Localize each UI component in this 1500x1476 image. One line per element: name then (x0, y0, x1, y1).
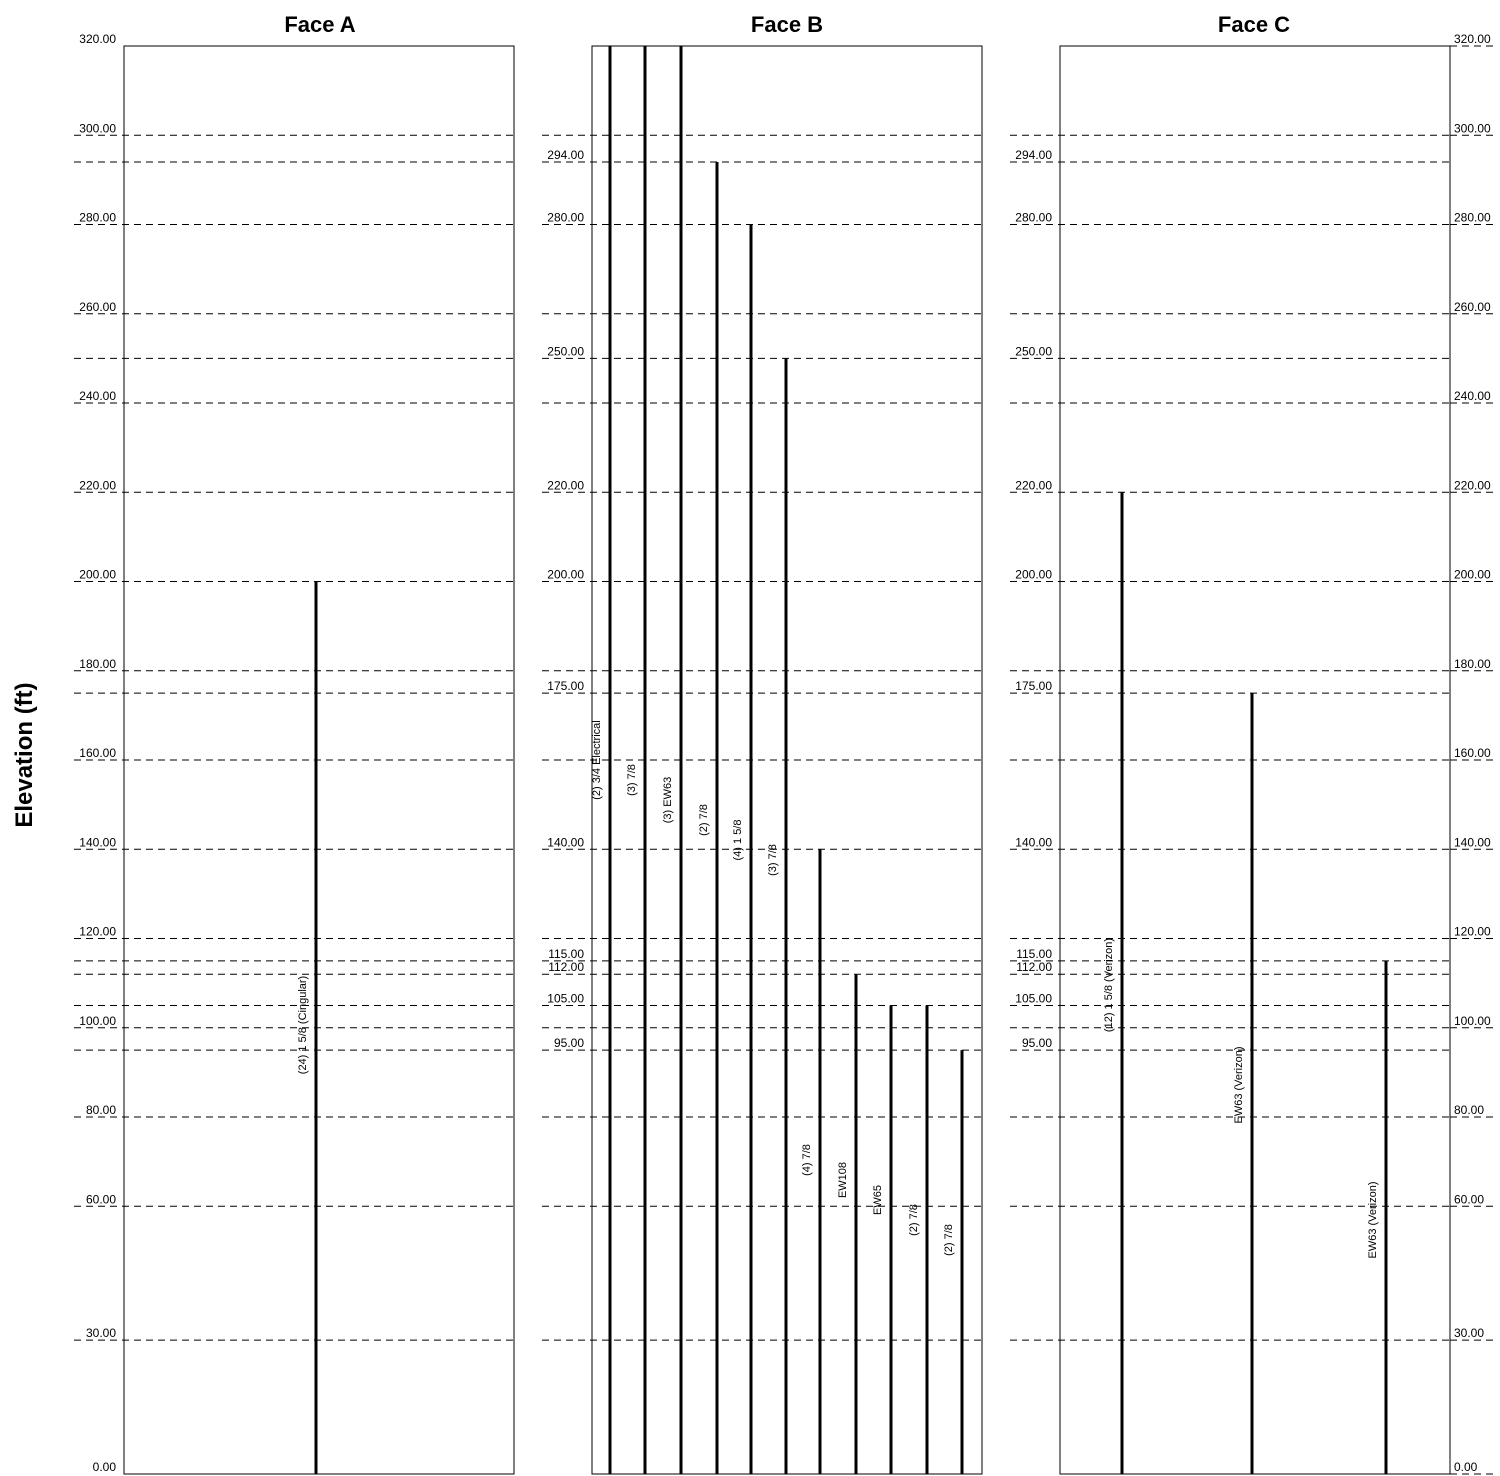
elevation-label: 105.00 (1015, 991, 1052, 1005)
face-a-panel: Face A 320.00 300.00 280.00 260.00 240.00 220… (74, 12, 515, 1475)
right-elevation-label: 200.00 (1454, 568, 1491, 582)
feedline-label: (2) 7/8 (943, 1224, 955, 1256)
face-b-panel: Face B 294.00 280.00 250.00 220.00 200.00 175… (542, 12, 983, 1475)
elevation-label: 280.00 (547, 211, 584, 225)
feedline-label: EW63 (Verizon) (1367, 1181, 1379, 1258)
face-b-title: Face B (751, 12, 823, 37)
elevation-label: 280.00 (1015, 211, 1052, 225)
elevation-label: 200.00 (1015, 568, 1052, 582)
right-elevation-label: 280.00 (1454, 211, 1491, 225)
feedline-label: EW63 (Verizon) (1233, 1046, 1245, 1123)
elevation-label: 115.00 (1016, 947, 1052, 961)
elevation-label: 200.00 (79, 568, 116, 582)
face-c-panel: Face C 294.00 280.00 250.00 220.00 200.00 175… (1010, 12, 1496, 1475)
elevation-label: 250.00 (547, 344, 584, 358)
elevation-label: 140.00 (1015, 835, 1052, 849)
elevation-label: 250.00 (1015, 344, 1052, 358)
elevation-label: 80.00 (86, 1103, 116, 1117)
elevation-label: 175.00 (547, 679, 584, 693)
elevation-label: 140.00 (79, 835, 116, 849)
elevation-label: 160.00 (79, 746, 116, 760)
right-elevation-label: 300.00 (1454, 121, 1491, 135)
elevation-label: 200.00 (547, 568, 584, 582)
elevation-label: 180.00 (79, 657, 116, 671)
right-elevation-label: 140.00 (1454, 835, 1491, 849)
elevation-label: 112.00 (548, 960, 584, 974)
elevation-label: 100.00 (79, 1014, 116, 1028)
feedline-label: (2) 7/8 (908, 1204, 920, 1236)
elevation-label: 95.00 (1022, 1036, 1052, 1050)
elevation-label: 115.00 (548, 947, 584, 961)
elevation-label: 260.00 (79, 300, 116, 314)
right-elevation-label: 180.00 (1454, 657, 1491, 671)
right-elevation-label: 260.00 (1454, 300, 1491, 314)
elevation-label: 112.00 (1016, 960, 1052, 974)
face-a-title: Face A (284, 12, 355, 37)
right-elevation-label: 240.00 (1454, 389, 1491, 403)
right-elevation-label: 160.00 (1454, 746, 1491, 760)
feedline-label: (3) 7/8 (767, 844, 779, 876)
elevation-label: 300.00 (79, 121, 116, 135)
elevation-axis-title: Elevation (ft) (11, 682, 38, 827)
feedline-label: (12) 1 5/8 (Verizon) (1103, 938, 1115, 1032)
right-elevation-label: 80.00 (1454, 1103, 1484, 1117)
elevation-label: 294.00 (547, 148, 584, 162)
feedline-label: (2) 3/4 Electrical (591, 720, 603, 799)
elevation-label: 0.00 (93, 1460, 117, 1474)
elevation-label: 60.00 (86, 1192, 116, 1206)
right-elevation-label: 220.00 (1454, 478, 1491, 492)
elevation-label: 140.00 (547, 835, 584, 849)
elevation-label: 320.00 (79, 32, 116, 46)
elevation-label: 105.00 (547, 991, 584, 1005)
feedline-label: EW108 (837, 1162, 849, 1198)
elevation-label: 240.00 (79, 389, 116, 403)
elevation-label: 220.00 (547, 478, 584, 492)
right-elevation-label: 0.00 (1454, 1460, 1478, 1474)
right-elevation-label: 60.00 (1454, 1192, 1484, 1206)
right-elevation-label: 100.00 (1454, 1014, 1491, 1028)
right-elevation-label: 120.00 (1454, 925, 1491, 939)
elevation-label: 30.00 (86, 1326, 116, 1340)
elevation-label: 294.00 (1015, 148, 1052, 162)
elevation-label: 95.00 (554, 1036, 584, 1050)
elevation-label: 280.00 (79, 211, 116, 225)
face-c-title: Face C (1218, 12, 1290, 37)
right-elevation-label: 30.00 (1454, 1326, 1484, 1340)
feedline-label: (2) 7/8 (698, 804, 710, 836)
elevation-label: 220.00 (1015, 478, 1052, 492)
feedline-label: (4) 7/8 (801, 1144, 813, 1176)
feedline-label: (24) 1 5/8 (Cingular) (297, 976, 309, 1074)
feedline-label: EW65 (872, 1185, 884, 1215)
elevation-label: 175.00 (1015, 679, 1052, 693)
elevation-label: 120.00 (79, 925, 116, 939)
right-elevation-label: 320.00 (1454, 32, 1491, 46)
elevation-label: 220.00 (79, 478, 116, 492)
feedline-label: (4) 1 5/8 (732, 820, 744, 861)
feedline-label: (3) EW63 (662, 777, 674, 823)
feedline-label: (3) 7/8 (626, 764, 638, 796)
